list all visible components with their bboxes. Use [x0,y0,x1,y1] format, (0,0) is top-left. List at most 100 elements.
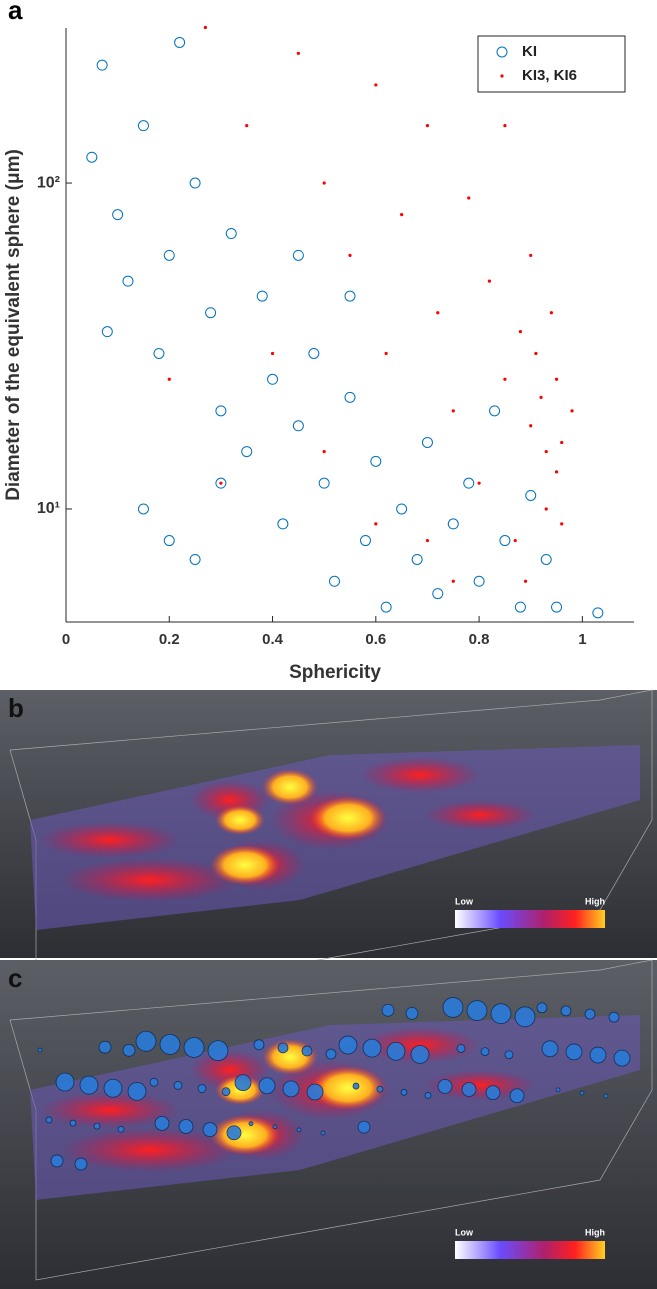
point [514,601,526,613]
point [308,347,320,359]
point [525,489,537,501]
bubble [55,1072,75,1092]
bubble [456,1044,466,1053]
point [384,351,388,356]
bubble [103,1078,123,1098]
point [292,249,304,261]
point [215,477,227,489]
legend-label: KI [522,43,537,60]
bubble [183,1037,205,1058]
bubble [485,1085,501,1101]
point [411,553,423,565]
density-blob [60,1128,240,1172]
point [534,351,538,356]
point [205,307,217,319]
point [513,538,517,543]
point [473,575,485,587]
bubble [338,1035,358,1055]
density-blob [425,1070,535,1100]
bubble [400,1088,408,1096]
bubble [565,1043,583,1061]
bubble [154,1115,170,1131]
bubble [50,1154,64,1168]
bubble [135,1030,157,1052]
bubble [178,1119,194,1134]
bubble [424,1092,432,1099]
bubble [45,1116,53,1124]
bubble [325,1048,337,1060]
point [451,409,455,413]
bubble [442,997,464,1018]
bubble [504,1050,514,1060]
point [348,253,352,257]
colorbar [455,1241,605,1259]
bubble [127,1081,147,1101]
legend-marker [500,74,504,78]
point [370,455,382,467]
bubble [159,1034,181,1055]
bubble [480,1047,490,1056]
density-blob [215,805,265,835]
point [544,507,548,511]
bubble [253,1039,265,1051]
bubble [584,1008,596,1020]
point [245,124,249,128]
x-tick-label: 0 [62,631,70,648]
density-blob [360,757,480,793]
point [174,36,186,48]
point [86,151,98,163]
point [544,449,548,454]
bubble [410,1045,430,1064]
density-blob [210,1115,280,1155]
point [560,440,564,445]
bubble [117,1125,125,1133]
colorbar-low: Low [455,1227,474,1237]
point [189,553,201,565]
bubble [405,1006,419,1020]
point [329,575,341,587]
bubble [296,1127,302,1133]
point [463,477,475,489]
bubble [69,1119,77,1127]
bubble [272,1124,278,1130]
bubble [560,1005,572,1017]
x-tick-label: 0.8 [469,631,490,648]
x-tick-label: 0.6 [365,631,386,648]
point [189,177,201,189]
point [503,124,507,128]
x-tick-label: 0.4 [262,631,284,648]
legend-label: KI3, KI6 [522,67,577,84]
bubble [282,1080,300,1098]
point [344,391,356,403]
point [570,409,574,413]
bubble [514,1006,536,1028]
point [96,59,108,71]
point [421,436,433,448]
point [529,424,533,428]
point [551,601,563,613]
colorbar-high: High [585,896,605,906]
bubble [197,1084,207,1093]
point [153,347,165,359]
bubble [579,1090,585,1096]
bubble [202,1122,218,1138]
point [499,535,511,547]
panel-label: b [8,693,24,723]
point [137,120,149,132]
density-blob [310,796,386,840]
point [112,209,124,221]
point [554,470,559,474]
density-blob [40,1092,180,1128]
point [560,522,564,526]
density-blob [310,1066,386,1110]
bubble [301,1045,313,1057]
point [277,518,289,530]
point [540,553,552,565]
point [432,588,444,600]
point [344,290,356,302]
point [296,51,300,55]
density-blob [40,822,180,858]
render-panel: b Low High [0,689,657,1011]
bubble [490,1003,512,1025]
